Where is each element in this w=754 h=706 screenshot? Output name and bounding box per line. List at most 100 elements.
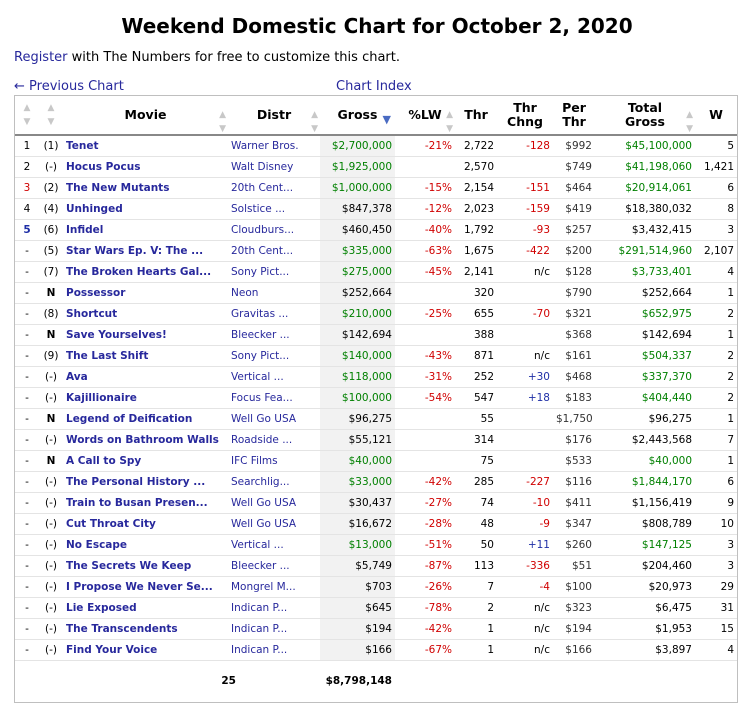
movie-title-link[interactable]: A Call to Spy	[66, 454, 142, 467]
lw-header[interactable]: %LW ▲ ▼	[395, 96, 455, 136]
total-gross-cell: $1,844,170	[595, 471, 695, 493]
distributor-link[interactable]: Roadside ...	[231, 433, 293, 446]
distr-header-label: Distr	[256, 107, 292, 122]
movie-title-link[interactable]: Ava	[66, 370, 88, 383]
total-gross-header[interactable]: Total Gross ▲ ▼	[595, 96, 695, 136]
total-gross-cell: $204,460	[595, 555, 695, 577]
movie-title-link[interactable]: Legend of Deification	[66, 412, 193, 425]
weeks-cell: 15	[695, 618, 737, 640]
sort-arrows-icon: ▲ ▼	[686, 110, 693, 134]
distributor-link[interactable]: Mongrel M...	[231, 580, 296, 593]
distributor-link[interactable]: Sony Pict...	[231, 265, 290, 278]
gross-cell: $55,121	[320, 429, 395, 451]
distributor-link[interactable]: Vertical ...	[231, 538, 284, 551]
distributor-link[interactable]: Sony Pict...	[231, 349, 290, 362]
movie-title-link[interactable]: The Last Shift	[66, 349, 149, 362]
per-thr-header[interactable]: Per Thr	[553, 96, 595, 136]
movie-title-link[interactable]: The Secrets We Keep	[66, 559, 192, 572]
movie-title-link[interactable]: Shortcut	[66, 307, 118, 320]
table-row: - N Save Yourselves! Bleecker ... $142,694 38…	[15, 324, 737, 346]
per-theater-cell: $411	[553, 492, 595, 514]
register-link[interactable]: Register	[14, 50, 68, 65]
distributor-link[interactable]: Bleecker ...	[231, 328, 290, 341]
distributor-link[interactable]: Searchlig...	[231, 475, 290, 488]
weeks-cell: 2	[695, 387, 737, 409]
pct-last-week-cell: -78%	[395, 597, 455, 619]
distributor-link[interactable]: Bleecker ...	[231, 559, 290, 572]
movie-title-link[interactable]: No Escape	[66, 538, 128, 551]
movie-title: Star Wars Ep. V: The ...	[63, 240, 228, 262]
movie-title-link[interactable]: Train to Busan Presen...	[66, 496, 208, 509]
movie-title-link[interactable]: I Propose We Never Se...	[66, 580, 213, 593]
theater-change-cell: -227	[497, 471, 553, 493]
pct-last-week-cell: -87%	[395, 555, 455, 577]
pct-last-week-cell: -26%	[395, 576, 455, 598]
movie-title-link[interactable]: The Transcendents	[66, 622, 178, 635]
rank-sort-header[interactable]: ▲ ▼	[15, 96, 39, 136]
theaters-cell: 7	[455, 576, 497, 598]
previous-chart-link[interactable]: ← Previous Chart	[14, 79, 124, 94]
distributor-link[interactable]: Indican P...	[231, 601, 288, 614]
distr-header[interactable]: Distr ▲ ▼	[228, 96, 320, 136]
distributor-link[interactable]: Well Go USA	[231, 496, 297, 509]
thr-chng-header[interactable]: Thr Chng	[497, 96, 553, 136]
prev-rank-cell: (-)	[39, 387, 63, 409]
rank-cell: -	[15, 576, 39, 598]
chart-index-link[interactable]: Chart Index	[336, 79, 412, 94]
prev-rank-cell: (-)	[39, 471, 63, 493]
theaters-cell: 2,722	[455, 135, 497, 157]
distributor-link[interactable]: 20th Cent...	[231, 181, 294, 194]
thr-header[interactable]: Thr	[455, 96, 497, 136]
movie-title-link[interactable]: Lie Exposed	[66, 601, 137, 614]
per-theater-cell: $464	[553, 177, 595, 199]
movie-header-label: Movie	[124, 107, 167, 122]
distributor-link[interactable]: Solstice ...	[231, 202, 286, 215]
movie-title-link[interactable]: Kajillionaire	[66, 391, 137, 404]
total-gross-cell: $18,380,032	[595, 198, 695, 220]
per-theater-cell: $321	[553, 303, 595, 325]
per-thr-header-label-1: Per	[562, 100, 586, 115]
distributor-link[interactable]: Indican P...	[231, 622, 288, 635]
theaters-cell: 388	[455, 324, 497, 346]
movie-title-link[interactable]: Unhinged	[66, 202, 123, 215]
distributor-link[interactable]: Indican P...	[231, 643, 288, 656]
distributor-link[interactable]: IFC Films	[231, 454, 278, 467]
movie-title-link[interactable]: Find Your Voice	[66, 643, 158, 656]
distributor-link[interactable]: Vertical ...	[231, 370, 284, 383]
weeks-header[interactable]: W	[695, 96, 737, 136]
theaters-cell: 314	[455, 429, 497, 451]
gross-cell: $460,450	[320, 219, 395, 241]
distributor-link[interactable]: Cloudburs...	[231, 223, 295, 236]
movie-title-link[interactable]: Hocus Pocus	[66, 160, 141, 173]
movie-title-link[interactable]: Tenet	[66, 139, 99, 152]
prev-rank-sort-header[interactable]: ▲ ▼	[39, 96, 63, 136]
movie-title-link[interactable]: Save Yourselves!	[66, 328, 167, 341]
table-row: - (-) The Transcendents Indican P... $194 -42…	[15, 618, 737, 640]
distributor-link[interactable]: Neon	[231, 286, 259, 299]
per-theater-cell: $533	[553, 450, 595, 472]
sort-arrows-icon: ▲ ▼	[219, 110, 226, 134]
pct-last-week-cell: -63%	[395, 240, 455, 262]
movie-title-link[interactable]: The Broken Hearts Gal...	[66, 265, 212, 278]
distributor-link[interactable]: Well Go USA	[231, 517, 297, 530]
distributor-link[interactable]: Walt Disney	[231, 160, 294, 173]
movie-title: Tenet	[63, 135, 228, 157]
movie-title-link[interactable]: Words on Bathroom Walls	[66, 433, 219, 446]
distributor-link[interactable]: Gravitas ...	[231, 307, 289, 320]
gross-cell: $40,000	[320, 450, 395, 472]
distributor-link[interactable]: Warner Bros.	[231, 139, 299, 152]
distributor-link[interactable]: Well Go USA	[231, 412, 297, 425]
movie-title-link[interactable]: Star Wars Ep. V: The ...	[66, 244, 204, 257]
distributor: Mongrel M...	[228, 576, 320, 598]
movie-header[interactable]: Movie ▲ ▼	[63, 96, 228, 136]
movie-title-link[interactable]: Cut Throat City	[66, 517, 156, 530]
movie-title-link[interactable]: The Personal History ...	[66, 475, 206, 488]
movie-title-link[interactable]: Infidel	[66, 223, 104, 236]
distributor-link[interactable]: 20th Cent...	[231, 244, 294, 257]
gross-header[interactable]: Gross ▼	[320, 96, 395, 136]
per-theater-cell: $51	[553, 555, 595, 577]
movie-title-link[interactable]: Possessor	[66, 286, 126, 299]
distributor-link[interactable]: Focus Fea...	[231, 391, 293, 404]
theater-change-cell: +18	[497, 387, 553, 409]
movie-title-link[interactable]: The New Mutants	[66, 181, 170, 194]
